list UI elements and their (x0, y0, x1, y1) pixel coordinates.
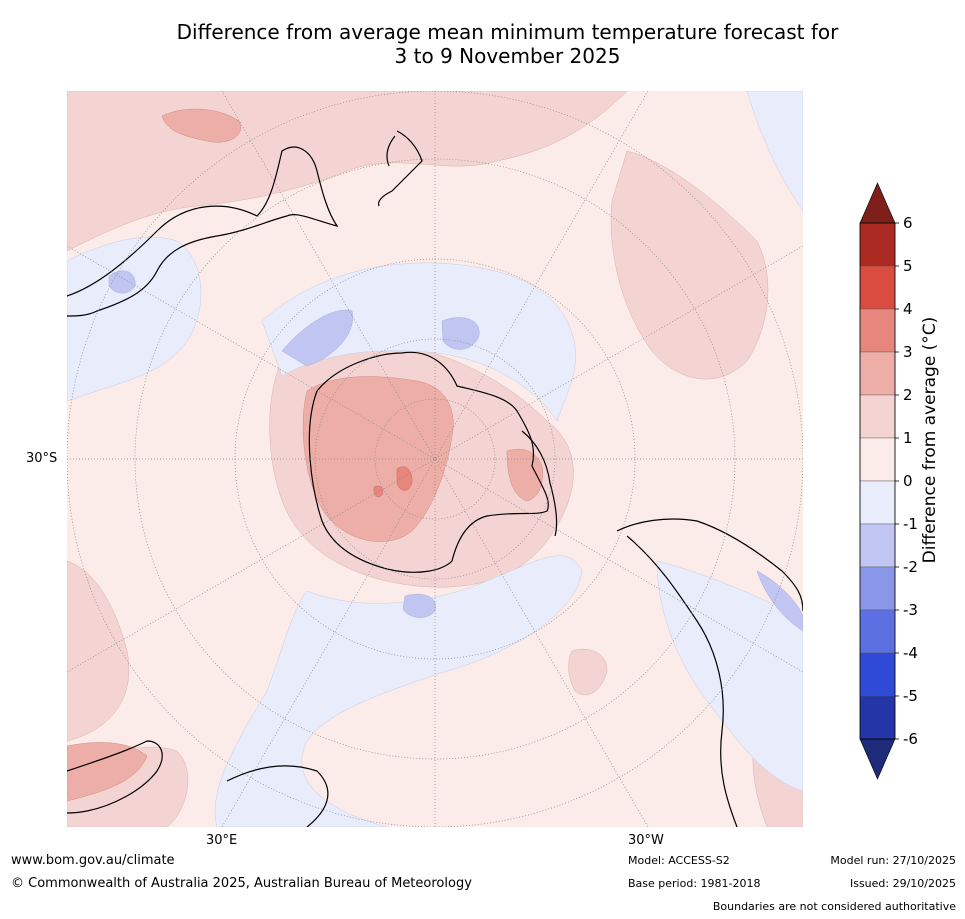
cool-region-m2tom1 (281, 309, 354, 367)
colorbar-tick-label: -6 (903, 730, 918, 748)
warm-region-2to3 (302, 376, 454, 542)
antarctica-coastline (308, 351, 549, 573)
colorbar-tick-label: -5 (903, 687, 918, 705)
cool-region-m1to0 (746, 91, 803, 212)
colorbar-tick-label: 3 (903, 343, 913, 361)
forecast-map (67, 91, 803, 827)
warm-region-3to4 (373, 485, 384, 498)
warm-region-3to4 (396, 466, 413, 491)
colorbar-tick-label: -4 (903, 644, 918, 662)
footer-base-period: Base period: 1981-2018 (628, 877, 761, 890)
colorbar-tick-label: -2 (903, 558, 918, 576)
colorbar-bin-5to6 (859, 222, 896, 267)
colorbar-bin-1to2 (859, 394, 896, 439)
footer-disclaimer: Boundaries are not considered authoritat… (712, 900, 956, 913)
footer-model: Model: ACCESS-S2 (628, 854, 730, 867)
south-america-coastline (616, 518, 803, 827)
cool-region-m1to0 (214, 555, 583, 827)
cool-region-m2tom1 (756, 570, 803, 632)
cool-region-m1to0 (67, 236, 202, 402)
colorbar-bin-m6tom5 (859, 695, 896, 740)
warm-region-1to2 (568, 648, 608, 696)
colorbar-bin-m1to0 (859, 480, 896, 525)
colorbar-bin-m5tom4 (859, 652, 896, 697)
colorbar-tick-label: 5 (903, 257, 913, 275)
warm-region-2to3 (161, 108, 241, 143)
colorbar-bin-4to5 (859, 265, 896, 310)
warm-region-2to3 (67, 742, 148, 802)
colorbar-bin-3to4 (859, 308, 896, 353)
colorbar-tick-label: 4 (903, 300, 913, 318)
warm-region-1to2 (67, 560, 130, 742)
africa-coastline (67, 740, 329, 827)
colorbar-bin-2to3 (859, 351, 896, 396)
colorbar-tick-label: 1 (903, 429, 913, 447)
colorbar: 6 5 4 3 2 1 0 -1 -2 -3 -4 -5 -6 Difference from aver… (859, 182, 940, 780)
australia-coastline (67, 146, 339, 317)
footer-model-run: Model run: 27/10/2025 (830, 854, 956, 867)
warm-region-2to3 (506, 448, 543, 502)
cool-region-m2tom1 (108, 270, 136, 294)
colorbar-tick-label: 2 (903, 386, 913, 404)
lon-label-30w: 30°W (628, 833, 664, 848)
lat-label-30s: 30°S (26, 451, 58, 466)
colorbar-bin-m2tom1 (859, 523, 896, 568)
colorbar-bin-m4tom3 (859, 609, 896, 654)
colorbar-bin-0to1 (859, 437, 896, 482)
new-zealand-coastline (377, 130, 423, 207)
map-title: Difference from average mean minimum tem… (0, 20, 965, 68)
colorbar-tick-label: -1 (903, 515, 918, 533)
antarctic-peninsula-coastline (521, 430, 558, 537)
colorbar-extend-bottom (859, 738, 896, 780)
colorbar-tick-label: -3 (903, 601, 918, 619)
colorbar-tick-label: 0 (903, 472, 913, 490)
title-line-1: Difference from average mean minimum tem… (176, 20, 839, 44)
colorbar-tick-label: 6 (903, 214, 913, 232)
colorbar-extend-top (859, 182, 896, 224)
footer-copyright: © Commonwealth of Australia 2025, Austra… (11, 876, 472, 891)
warm-region-1to2 (610, 150, 769, 380)
colorbar-bin-m3tom2 (859, 566, 896, 611)
graticule (67, 91, 803, 827)
cool-region-m1to0 (261, 262, 576, 422)
lon-label-30e: 30°E (206, 833, 238, 848)
colorbar-label: Difference from average (°C) (920, 317, 940, 564)
cool-region-m2tom1 (402, 593, 436, 618)
title-line-2: 3 to 9 November 2025 (394, 44, 621, 68)
footer-issued: Issued: 29/10/2025 (849, 877, 956, 890)
footer-website[interactable]: www.bom.gov.au/climate (11, 853, 175, 868)
cool-region-m2tom1 (441, 317, 480, 350)
